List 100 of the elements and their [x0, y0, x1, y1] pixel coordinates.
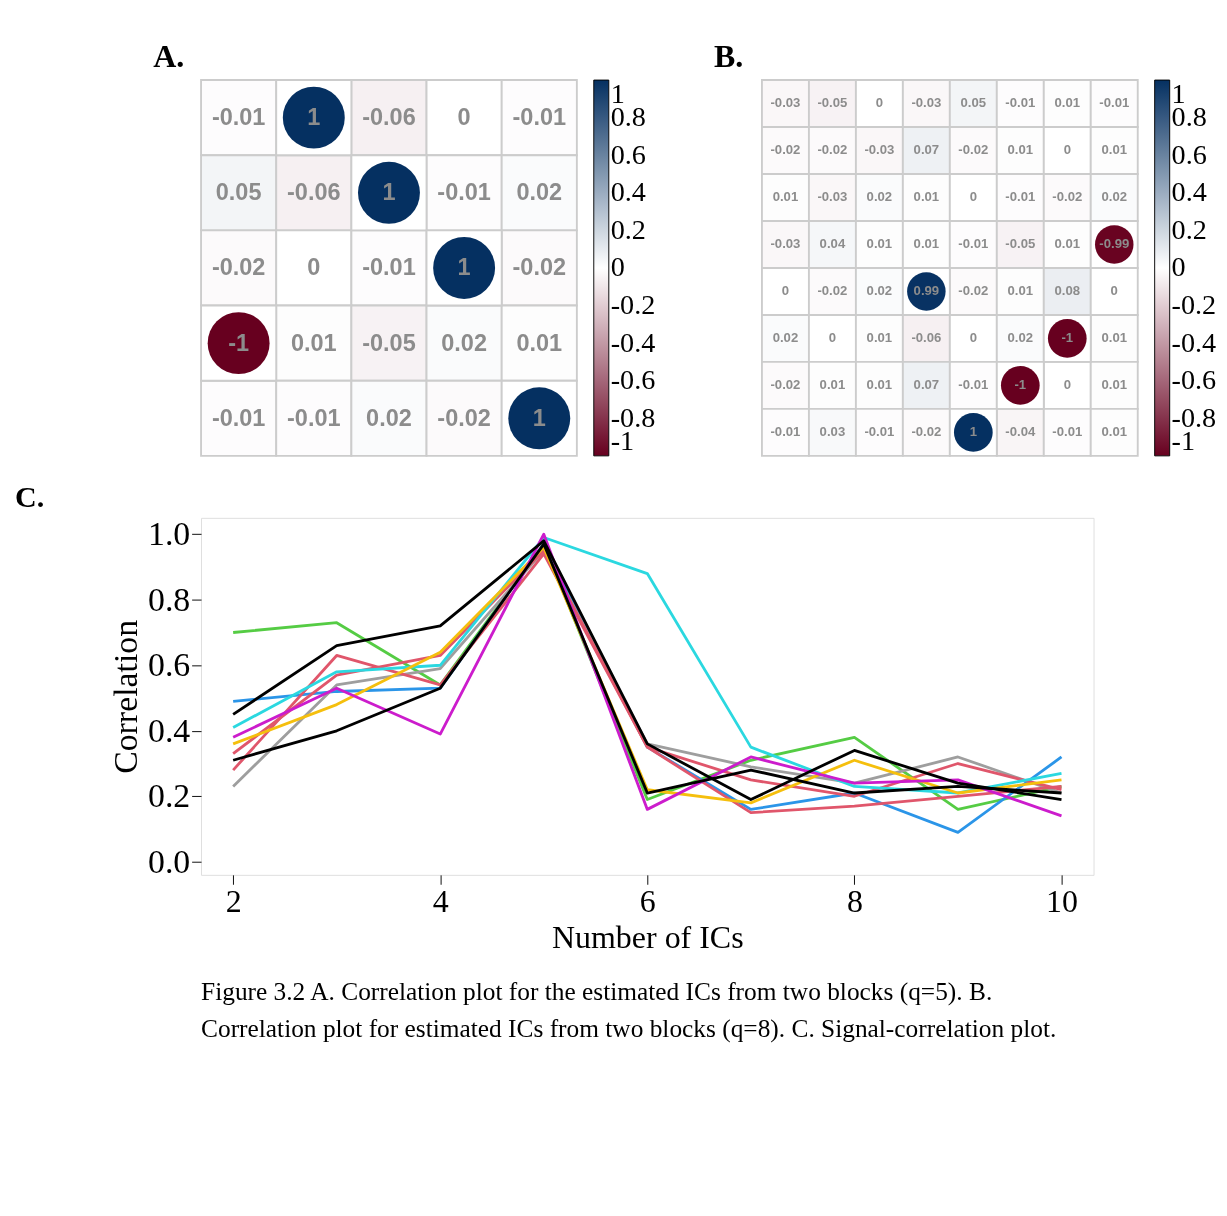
data-label: 0.01: [1007, 283, 1034, 299]
data-label: -0.02: [817, 142, 848, 158]
data-label: 0.01: [913, 189, 940, 205]
color-bar-label: -0.6: [610, 364, 656, 396]
data-label: 0: [969, 189, 977, 205]
data-label: 0.01: [1054, 236, 1081, 252]
chart-title: B.: [714, 38, 744, 74]
data-label: 0.01: [290, 329, 337, 356]
data-label: -0.01: [211, 404, 266, 431]
data-label: 0.08: [1054, 283, 1081, 299]
data-label: 1: [457, 254, 471, 281]
data-label: -0.01: [512, 104, 567, 131]
data-label: 0.02: [1007, 330, 1034, 346]
chart-title: C.: [15, 480, 45, 515]
data-label: -0.06: [362, 104, 416, 131]
data-label: 0.03: [819, 424, 846, 440]
data-label: 0.02: [441, 329, 487, 356]
data-label: -0.01: [1005, 95, 1036, 111]
color-bar-label: -0.2: [610, 289, 656, 320]
data-label: -0.03: [770, 236, 801, 252]
y-axis-title: Correlation: [106, 619, 144, 774]
data-label: -0.01: [864, 424, 895, 440]
color-bar-label: -0.2: [1171, 289, 1217, 320]
color-bar-label: 0.4: [1171, 176, 1207, 208]
data-label: -0.02: [1052, 189, 1083, 205]
data-label: 1: [382, 179, 396, 206]
color-bar-label: 0.2: [610, 213, 646, 245]
data-label: -0.02: [437, 404, 491, 431]
data-label: 0.01: [1101, 377, 1128, 393]
color-bar-label: 1: [1171, 77, 1186, 109]
color-bar-label: -0.4: [1171, 326, 1217, 358]
color-bar-label: -0.6: [1171, 364, 1217, 396]
data-label: -0.02: [911, 424, 942, 440]
data-label: 1: [307, 104, 321, 131]
data-label: -0.06: [287, 179, 341, 206]
data-label: -0.01: [958, 377, 989, 393]
data-label: 0.01: [1101, 142, 1128, 158]
color-bar-label: 0: [610, 251, 625, 283]
data-label: -0.02: [770, 142, 801, 158]
data-label: -1: [228, 329, 250, 356]
color-bar-label: 0.6: [610, 138, 646, 170]
color-bar-label: 1: [610, 77, 625, 109]
data-label: 0.02: [866, 283, 893, 299]
data-label: -0.02: [958, 283, 989, 299]
color-bar-label: -0.4: [610, 326, 656, 358]
chart-title: A.: [153, 38, 185, 74]
data-label: 0.01: [1054, 95, 1081, 111]
data-label: 0.04: [819, 236, 846, 252]
data-label: -0.02: [770, 377, 801, 393]
data-label: 0.02: [1101, 189, 1128, 205]
data-label: 0.01: [1101, 424, 1128, 440]
y-tick-label: 0.0: [147, 842, 191, 880]
x-tick-label: 8: [846, 884, 863, 919]
data-label: -1: [1061, 330, 1074, 346]
data-label: 0.02: [772, 330, 799, 346]
x-tick-label: 2: [225, 884, 242, 919]
data-label: -0.02: [817, 283, 848, 299]
data-label: -0.03: [770, 95, 801, 111]
x-tick-label: 10: [1045, 884, 1078, 919]
data-label: 1: [969, 424, 977, 440]
data-label: 1: [532, 404, 546, 431]
data-label: -0.02: [211, 254, 266, 281]
data-label: 0: [1110, 283, 1118, 299]
color-bar-label: 0.4: [610, 176, 646, 208]
data-label: -0.01: [362, 254, 416, 281]
data-label: -0.01: [1005, 189, 1036, 205]
color-bar-label: 0.2: [1171, 213, 1207, 245]
data-label: 0.01: [1101, 330, 1128, 346]
data-label: -0.05: [362, 329, 416, 356]
y-tick-label: 0.4: [147, 711, 191, 749]
data-label: -0.04: [1005, 424, 1036, 440]
color-bar-label: 0: [1171, 251, 1186, 283]
data-label: -0.05: [1005, 236, 1036, 252]
data-label: 0: [781, 283, 790, 299]
data-label: -0.01: [958, 236, 989, 252]
data-label: -0.01: [770, 424, 801, 440]
data-label: 0.07: [913, 142, 940, 158]
data-label: 0.01: [866, 377, 893, 393]
data-label: -0.01: [437, 179, 491, 206]
data-label: 0.01: [819, 377, 846, 393]
data-label: 0.01: [913, 236, 940, 252]
data-label: 0.99: [913, 283, 940, 299]
data-label: 0: [828, 330, 837, 346]
y-tick-label: 0.6: [147, 646, 191, 684]
data-label: 0.02: [516, 179, 563, 206]
caption: Figure 3.2 A. Correlation plot for the estimated ICs from two blocks (q=5). B. Correlation plot for estimated ICs from two blocks (q=8). C. Signal-correlation plot.: [201, 976, 1057, 1044]
data-label: -0.02: [512, 254, 567, 281]
data-label: -1: [1014, 377, 1027, 393]
data-label: -0.01: [287, 404, 341, 431]
data-label: 0.01: [866, 236, 893, 252]
color-bar-label: -0.8: [610, 401, 656, 433]
data-label: 0: [969, 330, 977, 346]
x-tick-label: 6: [639, 884, 656, 919]
y-tick-label: 0.8: [147, 580, 191, 618]
data-label: -0.99: [1099, 236, 1130, 252]
data-label: 0.01: [772, 189, 799, 205]
data-label: -0.01: [1099, 95, 1130, 111]
data-label: 0.02: [866, 189, 893, 205]
data-label: 0: [1063, 142, 1071, 158]
data-label: -0.03: [911, 95, 942, 111]
